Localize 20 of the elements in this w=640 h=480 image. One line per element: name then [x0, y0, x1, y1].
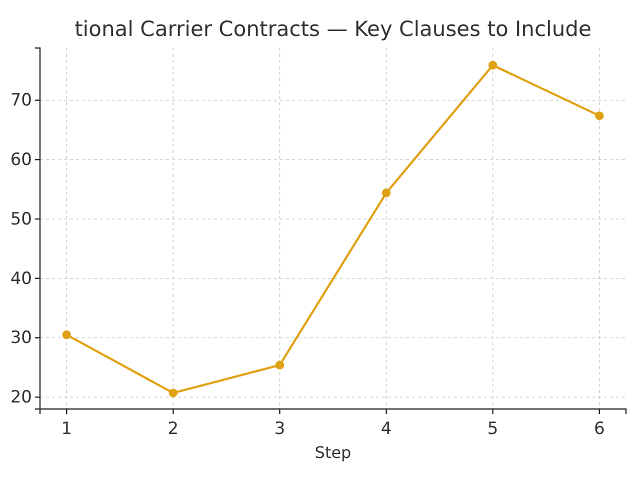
chart-title: tional Carrier Contracts — Key Clauses to Include	[74, 17, 592, 41]
y-tick-label: 20	[10, 388, 32, 408]
y-tick-label: 30	[10, 328, 32, 348]
x-tick-label: 4	[380, 419, 392, 439]
point	[62, 330, 72, 340]
y-tick-label: 40	[10, 268, 32, 289]
x-axis-title: Step	[314, 443, 352, 462]
point	[275, 360, 284, 370]
y-tick-label: 60	[10, 150, 32, 170]
x-tick-label: 6	[594, 419, 605, 439]
point	[168, 388, 178, 398]
x-tick-label: 3	[274, 419, 286, 439]
point	[488, 60, 498, 70]
y-tick-label: 50	[10, 209, 32, 230]
x-tick-label: 1	[61, 419, 72, 439]
y-tick-label: 70	[10, 90, 32, 111]
x-tick-label: 5	[487, 419, 498, 439]
point	[594, 111, 604, 120]
point	[382, 188, 391, 198]
x-tick-label: 2	[168, 419, 179, 439]
